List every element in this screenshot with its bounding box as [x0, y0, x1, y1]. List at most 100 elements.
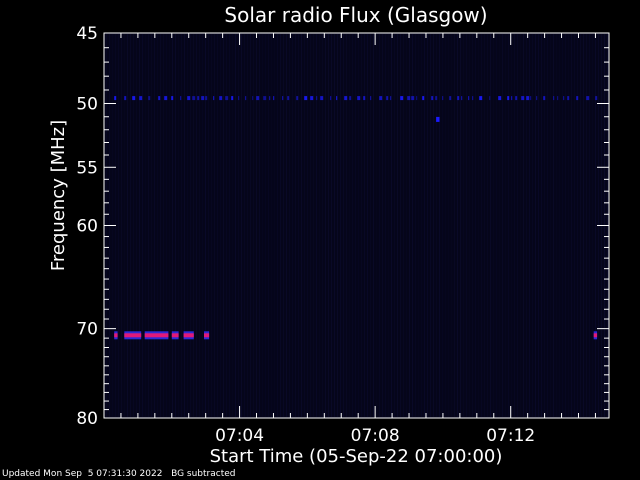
noise-streak — [514, 34, 515, 417]
noise-streak — [595, 34, 596, 417]
noise-streak — [286, 34, 287, 417]
emission-band-core — [593, 333, 598, 338]
emission-band-core — [171, 333, 179, 338]
noise-streak — [169, 34, 170, 417]
noise-streak — [121, 34, 122, 417]
noise-streak — [568, 34, 569, 417]
noise-streak — [256, 34, 257, 417]
emission-band-segment — [269, 96, 271, 101]
emission-band-segment — [511, 96, 513, 101]
emission-band-segment — [400, 96, 404, 101]
noise-streak — [298, 34, 299, 417]
noise-streak — [259, 34, 260, 417]
noise-streak — [475, 34, 476, 417]
noise-streak — [295, 34, 296, 417]
noise-streak — [190, 34, 191, 417]
noise-streak — [127, 34, 128, 417]
noise-streak — [577, 34, 578, 417]
emission-band-segment — [536, 96, 538, 101]
noise-streak — [379, 34, 380, 417]
y-tick-label: 60 — [76, 217, 98, 237]
emission-band-segment — [114, 96, 117, 101]
x-tick-label: 07:04 — [215, 426, 264, 446]
noise-streak — [397, 34, 398, 417]
noise-streak — [247, 34, 248, 417]
noise-streak — [436, 34, 437, 417]
noise-streak — [223, 34, 224, 417]
emission-band-segment — [282, 96, 284, 101]
noise-streak — [355, 34, 356, 417]
noise-streak — [148, 34, 149, 417]
noise-streak — [424, 34, 425, 417]
noise-streak — [271, 34, 272, 417]
noise-streak — [376, 34, 377, 417]
noise-streak — [553, 34, 554, 417]
emission-band-segment — [171, 96, 174, 101]
noise-streak — [316, 34, 317, 417]
emission-band-segment — [422, 96, 425, 101]
emission-band-segment — [336, 96, 338, 101]
x-axis-label: Start Time (05-Sep-22 07:00:00) — [210, 446, 503, 467]
noise-streak — [583, 34, 584, 417]
noise-streak — [454, 34, 455, 417]
x-tick-label: 07:08 — [351, 426, 400, 446]
emission-band-segment — [349, 96, 352, 101]
noise-streak — [328, 34, 329, 417]
noise-streak — [367, 34, 368, 417]
emission-band-segment — [245, 96, 247, 101]
noise-streak — [160, 34, 161, 417]
emission-band-segment — [530, 96, 532, 101]
noise-streak — [490, 34, 491, 417]
noise-streak — [352, 34, 353, 417]
noise-streak — [289, 34, 290, 417]
noise-streak — [361, 34, 362, 417]
noise-streak — [541, 34, 542, 417]
emission-band-segment — [139, 96, 143, 101]
noise-streak — [589, 34, 590, 417]
noise-streak — [547, 34, 548, 417]
noise-streak — [394, 34, 395, 417]
x-axis: 07:04 07:08 07:12 — [120, 33, 596, 446]
noise-streak — [373, 34, 374, 417]
noise-streak — [334, 34, 335, 417]
noise-streak — [208, 34, 209, 417]
plot-background — [104, 33, 609, 418]
noise-streak — [403, 34, 404, 417]
emission-band-segment — [357, 96, 361, 101]
noise-streak — [163, 34, 164, 417]
noise-streak — [337, 34, 338, 417]
noise-streak — [382, 34, 383, 417]
emission-band-segment — [296, 96, 299, 101]
noise-streak — [232, 34, 233, 417]
noise-streak — [574, 34, 575, 417]
noise-streak — [187, 34, 188, 417]
noise-streak — [214, 34, 215, 417]
noise-streak — [391, 34, 392, 417]
noise-streak — [511, 34, 512, 417]
noise-streak — [481, 34, 482, 417]
emission-band-segment — [304, 96, 308, 101]
noise-streak — [532, 34, 533, 417]
noise-streak — [118, 34, 119, 417]
emission-band-segment — [416, 96, 418, 101]
emission-band-segment — [586, 96, 590, 101]
y-axis: 45 50 55 60 70 80 — [76, 24, 609, 429]
noise-streak — [124, 34, 125, 417]
emission-band-core — [204, 333, 210, 338]
noise-streak — [448, 34, 449, 417]
noise-streak — [172, 34, 173, 417]
emission-band-segment — [386, 96, 389, 101]
emission-band-segment — [461, 96, 463, 101]
emission-band-segment — [213, 96, 215, 101]
emission-band-segment — [124, 96, 127, 101]
noise-streak — [388, 34, 389, 417]
emission-band-segment — [197, 96, 200, 101]
noise-streak — [508, 34, 509, 417]
noise-streak — [166, 34, 167, 417]
emission-band-segment — [515, 96, 518, 101]
noise-streak — [199, 34, 200, 417]
noise-streak — [217, 34, 218, 417]
emission-band-segment — [468, 96, 470, 101]
noise-streak — [586, 34, 587, 417]
noise-streak — [292, 34, 293, 417]
